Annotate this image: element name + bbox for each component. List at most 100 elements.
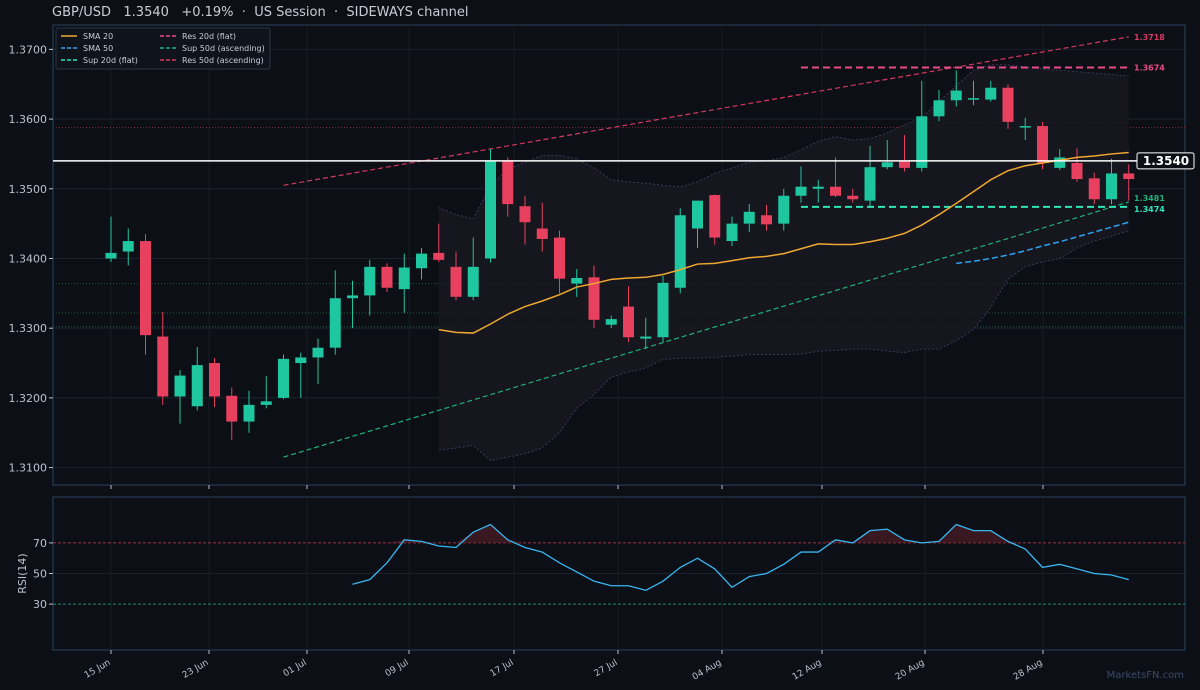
candle-body xyxy=(623,306,634,338)
candle-body xyxy=(1123,173,1135,180)
candle-body xyxy=(485,160,496,259)
candle-body xyxy=(502,160,514,205)
candle-body xyxy=(881,162,893,168)
candle-body xyxy=(554,237,565,279)
candle-body xyxy=(347,295,358,299)
candle-body xyxy=(519,206,531,223)
x-tick-label: 01 Jul xyxy=(282,658,309,679)
candle-body xyxy=(364,266,376,296)
y-tick-label: 1.3500 xyxy=(9,183,48,196)
x-tick-label: 09 Jul xyxy=(384,658,411,679)
rsi-tick-label: 50 xyxy=(33,568,47,581)
legend-label: Res 20d (flat) xyxy=(182,32,236,41)
candle-body xyxy=(260,401,272,405)
candle-body xyxy=(105,252,117,259)
candle-body xyxy=(1071,163,1083,180)
candle-body xyxy=(157,336,169,397)
candle-body xyxy=(916,116,928,168)
candle-body xyxy=(968,98,979,100)
candle-body xyxy=(278,358,289,398)
candle-body xyxy=(1002,87,1014,122)
current-price: 1.3540 xyxy=(123,5,169,20)
candle-body xyxy=(1037,126,1048,163)
candle-body xyxy=(536,228,548,239)
channel-label: SIDEWAYS channel xyxy=(346,5,469,20)
candle-body xyxy=(174,375,186,397)
candle-body xyxy=(830,186,841,196)
legend-label: Res 50d (ascending) xyxy=(182,56,264,65)
candle-body xyxy=(743,211,755,224)
legend-label: Sup 50d (ascending) xyxy=(182,44,265,53)
candle-body xyxy=(329,298,341,348)
candle-body xyxy=(450,266,462,297)
candle-body xyxy=(433,252,445,260)
candle-body xyxy=(933,100,945,117)
candle-body xyxy=(899,160,910,168)
y-tick-label: 1.3100 xyxy=(9,462,48,475)
candle-body xyxy=(209,363,220,397)
candle-body xyxy=(640,336,652,339)
pair-symbol: GBP/USD xyxy=(52,5,111,20)
candle-body xyxy=(191,365,203,407)
rsi-tick-label: 70 xyxy=(33,537,47,550)
price-tag-box xyxy=(1136,152,1195,170)
candle-body xyxy=(812,186,824,189)
envelope-upper-line xyxy=(438,64,1129,220)
candle-body xyxy=(692,200,703,229)
candle-body xyxy=(1019,126,1031,128)
res-50d-trendline xyxy=(283,36,1129,186)
x-tick-label: 28 Aug xyxy=(1012,658,1045,683)
candle-body xyxy=(295,357,307,364)
header-separator-2: · xyxy=(333,5,339,20)
rsi-overbought-fill xyxy=(1008,541,1026,543)
y-tick-label: 1.3700 xyxy=(9,43,48,56)
watermark: MarketsFN.com xyxy=(1106,670,1184,681)
candle-body xyxy=(795,186,807,196)
sma20-line xyxy=(438,151,1129,334)
session-label: US Session xyxy=(254,5,326,20)
candle-body xyxy=(1088,178,1100,200)
header-separator: · xyxy=(241,5,246,20)
candle-body xyxy=(1106,173,1117,200)
candle-body xyxy=(778,195,790,224)
chart-header: GBP/USD 1.3540 +0.19% · US Session · SID… xyxy=(52,5,468,20)
level-label: 1.3474 xyxy=(1134,205,1165,214)
x-tick-label: 27 Jul xyxy=(593,658,620,679)
candle-body xyxy=(398,267,410,290)
x-tick-label: 23 Jun xyxy=(181,658,211,681)
candle-body xyxy=(709,195,721,238)
y-tick-label: 1.3300 xyxy=(9,322,48,335)
rsi-overbought-fill xyxy=(456,532,474,543)
candle-body xyxy=(657,282,669,338)
x-tick-label: 12 Aug xyxy=(791,658,824,683)
candle-body xyxy=(381,266,393,288)
candle-body xyxy=(674,215,686,288)
candle-body xyxy=(726,223,738,242)
y-tick-label: 1.3200 xyxy=(9,392,48,405)
candle-body xyxy=(761,215,772,225)
y-tick-label: 1.3600 xyxy=(9,113,48,126)
candle-body xyxy=(985,87,997,100)
rsi-axis-label: RSI(14) xyxy=(16,553,29,593)
candle-body xyxy=(864,167,876,201)
y-tick-label: 1.3400 xyxy=(9,252,48,265)
rsi-overbought-fill xyxy=(473,524,491,543)
candle-body xyxy=(571,278,583,284)
sma50-line xyxy=(956,221,1129,265)
candle-body xyxy=(1054,157,1066,168)
candle-body xyxy=(605,319,617,325)
legend-label: SMA 50 xyxy=(83,44,113,53)
price-tag-label: 1.3540 xyxy=(1143,154,1189,168)
candle-body xyxy=(950,90,962,101)
envelope-band xyxy=(438,64,1129,461)
candle-body xyxy=(467,266,479,297)
price-change: +0.19% xyxy=(181,5,234,20)
legend-label: Sup 20d (flat) xyxy=(83,56,138,65)
rsi-overbought-fill xyxy=(387,539,405,543)
rsi-line xyxy=(352,523,1129,592)
rsi-overbought-fill xyxy=(870,529,888,543)
candle-body xyxy=(588,277,600,320)
x-tick-label: 17 Jul xyxy=(489,658,516,679)
rsi-tick-label: 30 xyxy=(33,598,47,611)
